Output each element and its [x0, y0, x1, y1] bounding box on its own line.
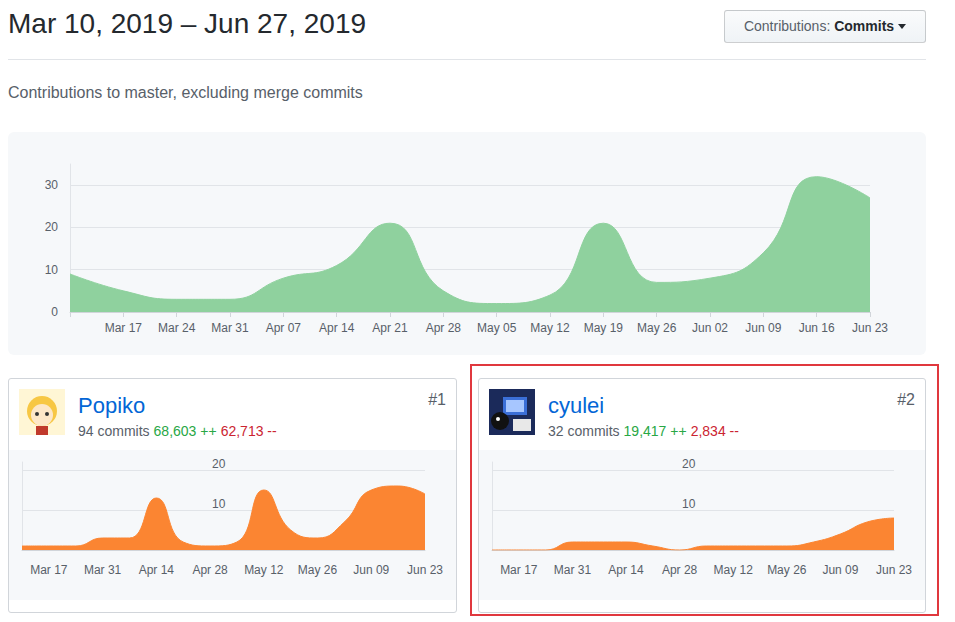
- svg-text:Apr 28: Apr 28: [662, 563, 698, 577]
- svg-text:30: 30: [45, 178, 59, 192]
- svg-text:20: 20: [682, 457, 696, 471]
- html-text:94 commits 68,603 ++ 62,713 --: 94 commits 68,603 ++ 62,713 --: [78, 423, 277, 439]
- html-text:Mar 10, 2019 – Jun 27, 2019: Mar 10, 2019 – Jun 27, 2019: [8, 8, 366, 39]
- svg-text:Apr 14: Apr 14: [319, 321, 355, 335]
- svg-text:Apr 14: Apr 14: [608, 563, 644, 577]
- svg-text:Mar 17: Mar 17: [500, 563, 538, 577]
- svg-text:Mar 31: Mar 31: [554, 563, 592, 577]
- svg-text:Apr 07: Apr 07: [266, 321, 302, 335]
- svg-text:Jun 02: Jun 02: [692, 321, 728, 335]
- svg-text:Apr 14: Apr 14: [139, 563, 175, 577]
- svg-text:May 12: May 12: [244, 563, 284, 577]
- svg-text:Jun 23: Jun 23: [876, 563, 912, 577]
- svg-text:Mar 31: Mar 31: [84, 563, 122, 577]
- svg-text:20: 20: [45, 220, 59, 234]
- svg-text:10: 10: [45, 263, 59, 277]
- html-text:#1: #1: [428, 391, 446, 408]
- svg-text:Jun 09: Jun 09: [745, 321, 781, 335]
- svg-text:Apr 28: Apr 28: [426, 321, 462, 335]
- svg-text:Jun 16: Jun 16: [799, 321, 835, 335]
- html-text:Contributions to master, exclu: Contributions to master, excluding merge…: [8, 84, 363, 101]
- svg-text:0: 0: [51, 305, 58, 319]
- svg-text:Mar 17: Mar 17: [105, 321, 143, 335]
- svg-text:10: 10: [682, 497, 696, 511]
- html-text:Popiko: Popiko: [78, 393, 146, 418]
- svg-text:May 12: May 12: [714, 563, 754, 577]
- svg-text:May 26: May 26: [767, 563, 807, 577]
- svg-text:Apr 21: Apr 21: [372, 321, 408, 335]
- svg-text:Mar 17: Mar 17: [30, 563, 68, 577]
- svg-text:May 12: May 12: [530, 321, 570, 335]
- html-text:32 commits 19,417 ++ 2,834 --: 32 commits 19,417 ++ 2,834 --: [548, 423, 739, 439]
- svg-text:10: 10: [212, 497, 226, 511]
- svg-text:May 05: May 05: [477, 321, 517, 335]
- svg-text:Mar 24: Mar 24: [158, 321, 196, 335]
- svg-text:May 26: May 26: [298, 563, 338, 577]
- svg-text:Jun 09: Jun 09: [353, 563, 389, 577]
- svg-text:20: 20: [212, 457, 226, 471]
- svg-text:Jun 23: Jun 23: [407, 563, 443, 577]
- svg-text:Jun 23: Jun 23: [852, 321, 888, 335]
- svg-text:Apr 28: Apr 28: [192, 563, 228, 577]
- svg-text:May 26: May 26: [637, 321, 677, 335]
- html-text:#2: #2: [897, 391, 915, 408]
- svg-text:Jun 09: Jun 09: [822, 563, 858, 577]
- html-text:Contributions: Commits: Contributions: Commits: [743, 18, 895, 34]
- html-text:cyulei: cyulei: [548, 393, 605, 418]
- svg-text:May 19: May 19: [584, 321, 624, 335]
- svg-text:Mar 31: Mar 31: [211, 321, 249, 335]
